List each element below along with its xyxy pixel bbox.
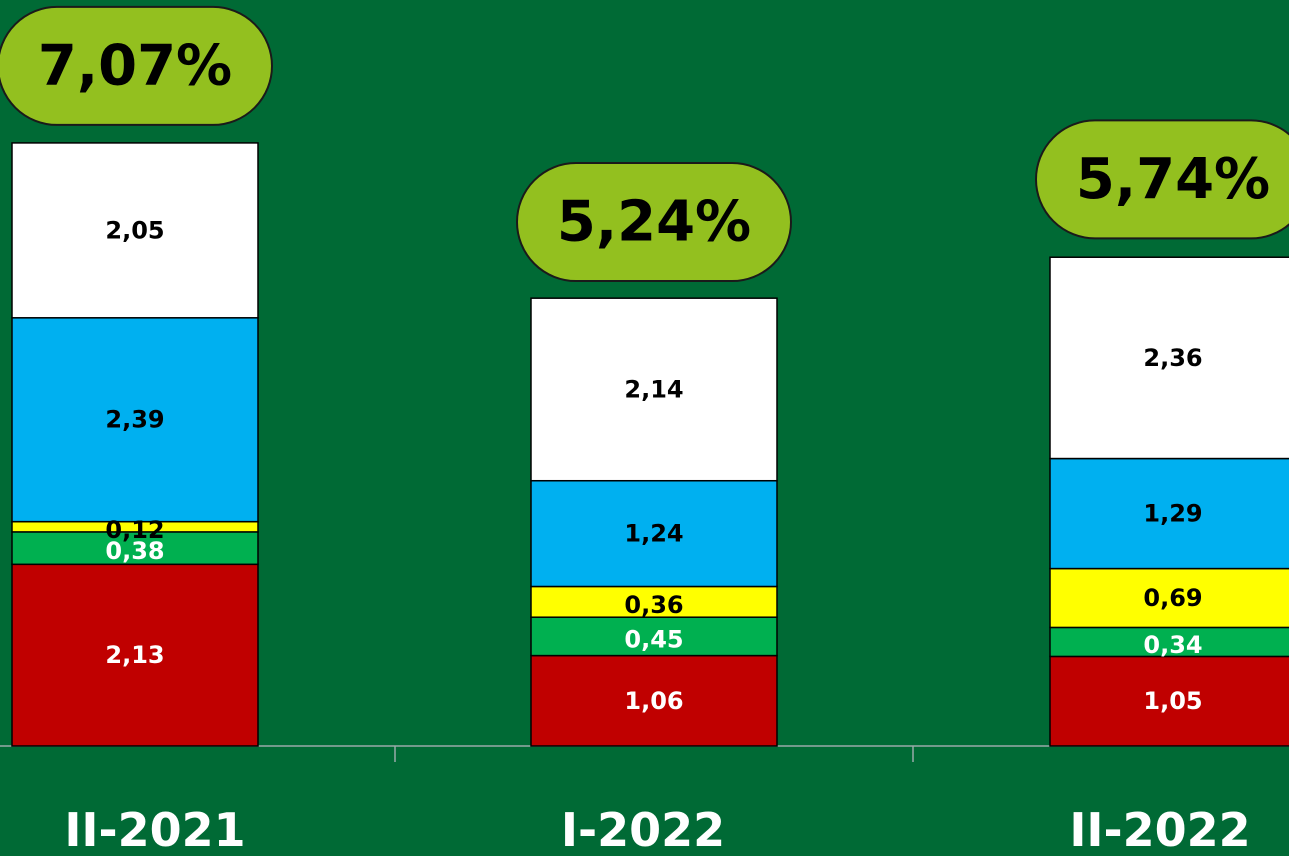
segment-label: 2,39 [105,406,164,434]
bar-segment [11,142,259,319]
segment-label: 0,38 [105,537,164,565]
bar-segment [1049,567,1289,629]
segment-label: 2,05 [105,216,164,244]
bar-segment [530,654,778,747]
bar-segment [1049,626,1289,658]
total-bubble [516,162,792,283]
total-label: 5,24% [557,190,751,255]
segment-label: 2,36 [1143,344,1202,372]
bar-segment [530,479,778,588]
segment-label: 0,12 [105,516,164,544]
bar-segment [11,317,259,523]
segment-label: 0,45 [624,625,683,653]
segment-label: 1,06 [624,687,683,715]
segment-label: 2,14 [624,375,683,403]
segment-label: 1,29 [1143,500,1202,528]
segment-label: 0,36 [624,591,683,619]
total-bubble [0,5,273,126]
x-tick-label: II-2021 [64,803,245,856]
total-label: 5,74% [1076,147,1270,212]
x-tick-label: I-2022 [561,803,725,856]
total-label: 7,07% [38,33,232,98]
segment-label: 0,69 [1143,584,1202,612]
segment-label: 1,24 [624,520,683,548]
bar-segment [1049,655,1289,747]
bar-segment [530,297,778,482]
bar-segment [1049,256,1289,460]
bar-segment [11,563,259,747]
segment-label: 1,05 [1143,687,1202,715]
segment-label: 0,34 [1143,631,1202,659]
bar-segment [11,531,259,566]
x-tick-label: II-2022 [1069,803,1250,856]
segment-label: 2,13 [105,641,164,669]
total-bubble [1035,119,1289,240]
bar-segment [1049,457,1289,570]
bar-segment [530,585,778,618]
